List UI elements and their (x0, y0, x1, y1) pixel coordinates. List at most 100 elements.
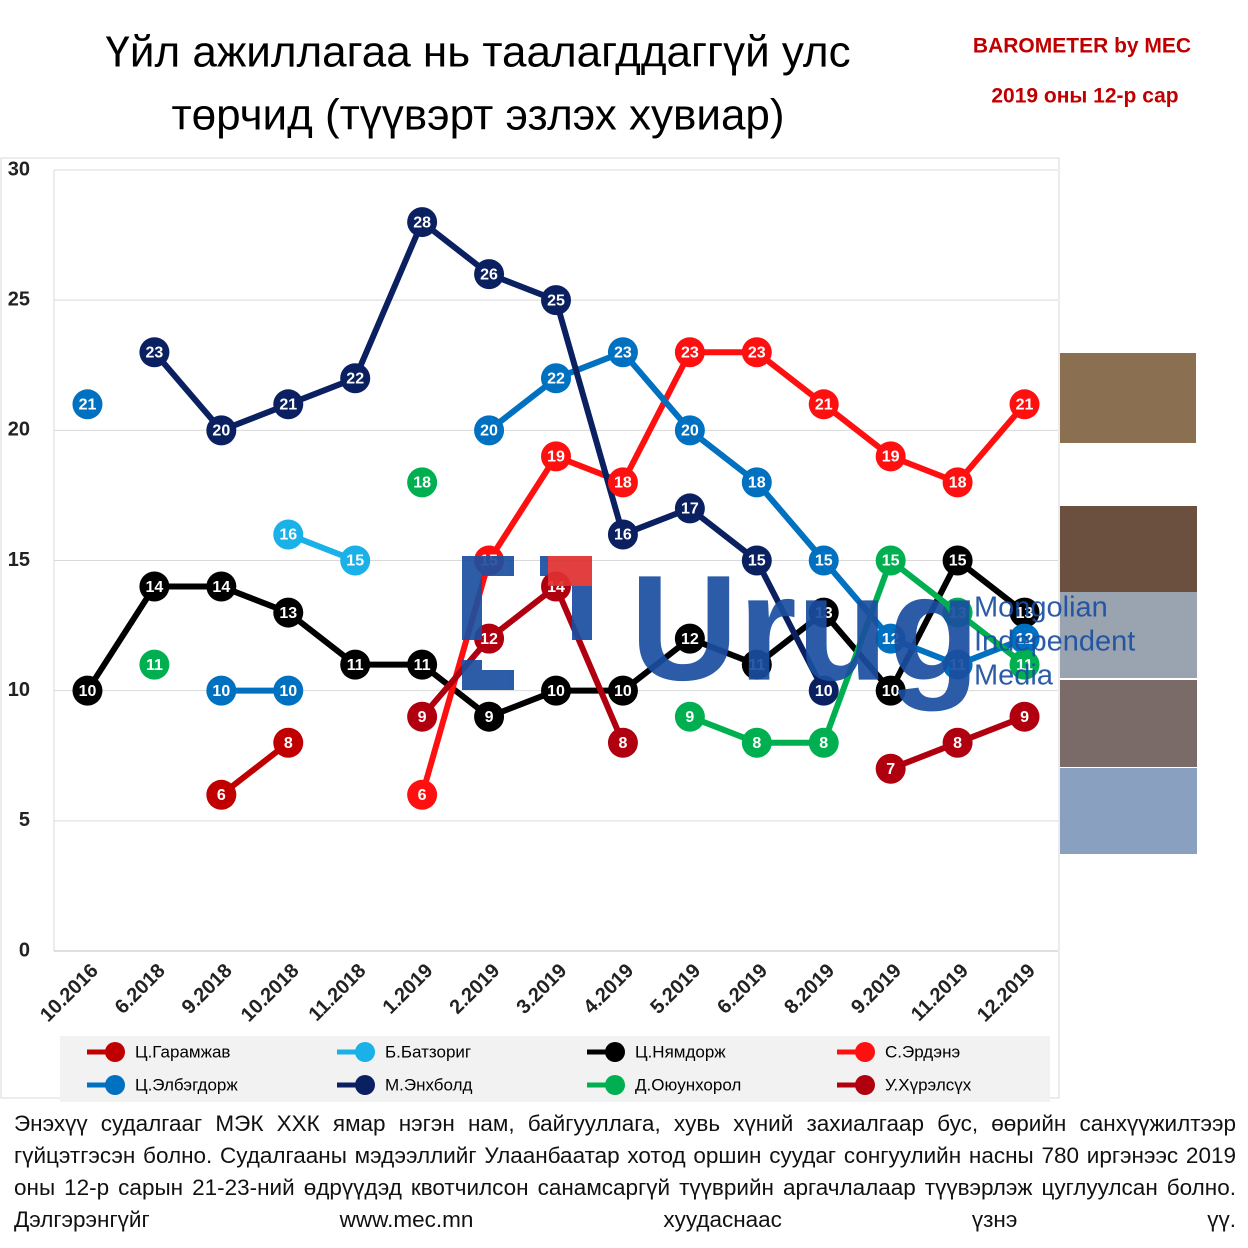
point (674, 337, 705, 368)
point (1009, 597, 1040, 628)
point (607, 675, 638, 706)
point (139, 571, 170, 602)
point (875, 545, 906, 576)
point (674, 701, 705, 732)
chart-title: төрчид (түүвэрт эзлэх хувиар) (171, 91, 784, 140)
data-label: 6 (217, 787, 226, 804)
watermark-text: Media (974, 660, 1054, 692)
watermark-text: Independent (974, 626, 1135, 658)
data-label: 17 (681, 501, 699, 518)
point (875, 675, 906, 706)
x-tick-label: 4.2019 (579, 960, 638, 1019)
point (206, 571, 237, 602)
legend-swatch (605, 1042, 625, 1062)
point (808, 545, 839, 576)
data-label: 12 (882, 631, 900, 648)
data-label: 13 (815, 605, 833, 622)
point (340, 363, 371, 394)
data-label: 15 (882, 553, 900, 570)
data-label: 10 (815, 683, 833, 700)
data-label: 12 (1016, 631, 1034, 648)
data-label: 13 (949, 605, 967, 622)
data-label: 10 (614, 683, 632, 700)
point (741, 545, 772, 576)
point (942, 467, 973, 498)
point (607, 467, 638, 498)
data-label: 18 (614, 475, 632, 492)
y-tick-label: 5 (19, 809, 30, 831)
y-tick-label: 20 (8, 419, 30, 441)
point (741, 337, 772, 368)
data-label: 8 (752, 735, 761, 752)
data-label: 20 (681, 423, 699, 440)
data-label: 11 (748, 657, 765, 674)
data-label: 15 (346, 553, 364, 570)
legend-swatch (105, 1042, 125, 1062)
point (273, 519, 304, 550)
data-label: 20 (212, 423, 230, 440)
point (474, 259, 505, 290)
data-label: 11 (347, 657, 364, 674)
data-label: 20 (480, 423, 498, 440)
x-tick-label: 9.2018 (178, 960, 237, 1019)
data-label: 23 (614, 344, 632, 361)
watermark: Urug Mongolian Independent Media (462, 544, 1135, 712)
point (541, 441, 571, 472)
y-tick-label: 15 (8, 549, 30, 571)
legend-label: С.Эрдэнэ (885, 1042, 960, 1061)
data-label: 9 (418, 709, 427, 726)
data-label: 10 (279, 683, 297, 700)
x-tick-label: 10.2018 (237, 960, 304, 1027)
photo (1060, 592, 1197, 678)
data-label: 10 (882, 683, 900, 700)
chart-title: Үйл ажиллагаа нь таалагддаггүй улс (105, 28, 850, 77)
point (72, 389, 103, 420)
point (206, 415, 237, 446)
x-tick-label: 12.2019 (973, 960, 1040, 1027)
point (808, 597, 839, 628)
y-tick-label: 30 (8, 158, 30, 180)
point (407, 701, 438, 732)
data-label: 28 (413, 214, 431, 231)
x-tick-label: 3.2019 (512, 960, 571, 1019)
x-tick-label: 11.2019 (907, 960, 973, 1026)
point (942, 649, 973, 680)
data-label: 15 (815, 553, 833, 570)
data-label: 15 (949, 553, 967, 570)
data-label: 21 (815, 397, 833, 414)
y-tick-label: 10 (8, 679, 30, 701)
point (474, 701, 505, 732)
data-label: 10 (79, 683, 97, 700)
legend-swatch (355, 1042, 375, 1062)
photo (1060, 768, 1197, 854)
data-label: 9 (485, 709, 494, 726)
point (206, 779, 237, 810)
legend-box (60, 1036, 1050, 1102)
data-label: 23 (748, 344, 766, 361)
data-label: 26 (480, 266, 498, 283)
point (139, 649, 170, 680)
point (273, 675, 304, 706)
x-tick-label: 1.2019 (379, 960, 438, 1019)
x-tick-label: 10.2016 (36, 960, 103, 1027)
data-label: 11 (949, 657, 966, 674)
photos (1060, 353, 1197, 854)
point (808, 727, 839, 758)
point (741, 467, 772, 498)
point (875, 441, 906, 472)
photo (1060, 680, 1197, 767)
legend-label: Б.Батзориг (385, 1042, 471, 1061)
point (674, 493, 705, 524)
point (72, 675, 103, 706)
data-label: 16 (279, 527, 297, 544)
legend-label: У.Хүрэлсүх (885, 1075, 972, 1094)
data-label: 12 (681, 631, 699, 648)
watermark-text: Mongolian (974, 592, 1108, 624)
data-label: 18 (748, 475, 766, 492)
y-tick-label: 25 (8, 288, 30, 310)
legend-label: Ц.Элбэгдорж (135, 1075, 238, 1094)
legend-swatch (605, 1075, 625, 1095)
data-label: 10 (212, 683, 230, 700)
legend-label: М.Энхболд (385, 1075, 473, 1094)
point (139, 337, 170, 368)
